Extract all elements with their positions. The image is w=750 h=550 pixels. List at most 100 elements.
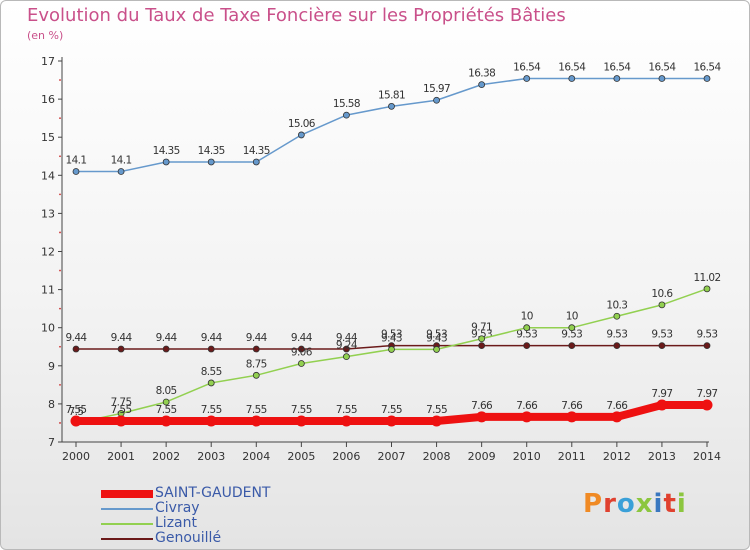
data-point-civray	[343, 111, 350, 119]
data-label-lizant: 10.6	[651, 288, 673, 300]
data-label-saint-gaudent: 7.66	[606, 400, 628, 412]
logo-letter: i	[676, 489, 687, 519]
data-label-lizant: 9.43	[381, 332, 402, 344]
data-point-saint-gaudent	[431, 415, 443, 427]
data-label-saint-gaudent: 7.55	[201, 404, 222, 416]
x-tick-label: 2012	[603, 450, 631, 463]
y-minor-tick	[59, 155, 61, 158]
y-minor-tick	[59, 383, 61, 386]
data-point-saint-gaudent	[566, 411, 578, 423]
data-label-lizant: 8.55	[201, 366, 222, 378]
x-tick-label: 2008	[423, 450, 451, 463]
y-tick-label: 16	[41, 93, 55, 106]
data-point-lizant	[703, 285, 711, 293]
data-label-genouill: 9.44	[201, 332, 223, 344]
data-label-saint-gaudent: 7.55	[156, 404, 177, 416]
data-label-genouill: 9.53	[651, 329, 672, 341]
data-point-lizant	[297, 360, 305, 367]
x-tick-label: 2009	[468, 450, 496, 463]
data-point-lizant	[343, 353, 350, 361]
x-tick-label: 2007	[378, 450, 406, 463]
data-label-saint-gaudent: 7.66	[516, 400, 538, 412]
y-tick-label: 8	[48, 398, 55, 411]
y-minor-tick	[59, 422, 61, 424]
y-tick-label: 12	[41, 246, 55, 259]
data-point-lizant	[162, 398, 170, 406]
data-label-saint-gaudent: 7.66	[471, 400, 493, 412]
data-point-genouill	[207, 345, 215, 353]
data-point-lizant	[478, 335, 486, 343]
logo-letter: i	[653, 489, 664, 519]
data-point-civray	[613, 75, 621, 82]
x-tick-label: 2005	[287, 450, 315, 463]
data-label-lizant: 7.75	[111, 396, 132, 408]
y-tick-label: 10	[41, 322, 55, 335]
x-tick-label: 2003	[197, 450, 225, 463]
data-point-genouill	[613, 342, 621, 350]
data-label-civray: 15.97	[423, 83, 450, 95]
chart-unit-label: (en %)	[27, 29, 64, 42]
y-minor-tick	[59, 193, 61, 196]
data-label-saint-gaudent: 7.97	[697, 388, 718, 400]
data-point-saint-gaudent	[521, 411, 533, 423]
data-point-civray	[252, 158, 260, 166]
data-label-lizant: 9.71	[471, 322, 492, 334]
data-point-saint-gaudent	[295, 415, 307, 427]
data-label-lizant: 9.43	[426, 332, 447, 344]
data-point-genouill	[658, 342, 666, 350]
legend-swatch-lizant	[101, 523, 153, 525]
data-label-saint-gaudent: 7.97	[651, 388, 672, 400]
legend-label-saint-gaudent: SAINT-GAUDENT	[155, 485, 271, 501]
legend-swatch-saint-gaudent	[101, 490, 153, 498]
x-tick-label: 2002	[152, 450, 180, 463]
data-point-civray	[117, 168, 125, 175]
data-label-civray: 16.54	[648, 62, 676, 74]
data-label-lizant: 8.05	[156, 385, 177, 397]
data-label-genouill: 9.44	[66, 332, 88, 344]
data-point-lizant	[523, 324, 531, 332]
proxiti-logo: Proxiti	[583, 489, 687, 519]
data-label-genouill: 9.53	[426, 329, 447, 341]
data-label-genouill: 9.44	[111, 332, 133, 344]
data-point-civray	[568, 75, 576, 82]
data-point-civray	[162, 158, 170, 166]
data-label-civray: 16.54	[558, 62, 586, 74]
legend-swatch-genouille	[101, 538, 153, 540]
y-minor-tick	[59, 345, 61, 348]
data-point-civray	[388, 102, 395, 110]
data-label-lizant: 9.24	[336, 340, 358, 352]
data-label-genouill: 9.53	[606, 329, 627, 341]
data-point-civray	[297, 131, 305, 139]
x-tick-label: 2001	[107, 450, 135, 463]
data-label-lizant: 10	[566, 311, 578, 323]
logo-letter: o	[616, 489, 636, 519]
data-label-civray: 14.35	[153, 145, 180, 157]
data-point-saint-gaudent	[701, 399, 713, 411]
data-label-civray: 16.54	[693, 62, 721, 74]
data-label-lizant: 9.06	[291, 347, 313, 359]
y-minor-tick	[59, 231, 61, 234]
data-label-genouill: 9.44	[246, 332, 268, 344]
legend-label-genouille: Genouillé	[155, 530, 222, 546]
data-label-genouill: 9.53	[697, 329, 718, 341]
data-point-lizant	[207, 379, 215, 387]
data-point-civray	[658, 75, 666, 82]
data-point-saint-gaudent	[340, 415, 352, 427]
data-label-genouill: 9.53	[561, 329, 582, 341]
data-point-saint-gaudent	[656, 399, 668, 411]
data-point-genouill	[703, 342, 711, 350]
data-label-saint-gaudent: 7.66	[561, 400, 583, 412]
data-label-lizant: 7.5	[69, 406, 84, 418]
y-tick-label: 13	[41, 207, 55, 220]
logo-letter: x	[635, 489, 654, 519]
data-point-genouill	[343, 345, 350, 353]
logo-letter: P	[583, 489, 604, 519]
data-point-lizant	[388, 346, 395, 353]
data-point-genouill	[523, 342, 531, 350]
data-label-lizant: 10	[521, 311, 533, 323]
legend-label-lizant: Lizant	[155, 515, 197, 531]
data-label-civray: 14.35	[243, 145, 270, 157]
data-point-genouill	[297, 345, 305, 353]
data-label-saint-gaudent: 7.55	[426, 404, 447, 416]
y-minor-tick	[59, 117, 61, 120]
